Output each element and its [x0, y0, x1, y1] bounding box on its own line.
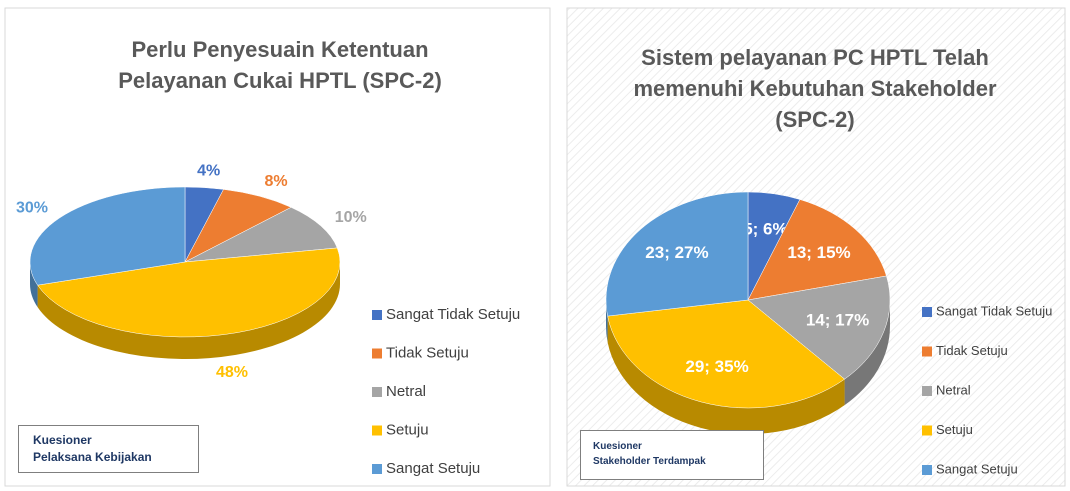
- slice: [747, 199, 887, 301]
- legend-label: Netral: [386, 383, 426, 400]
- legend-label: Tidak Setuju: [386, 344, 469, 361]
- data-label: 13; 15%: [787, 243, 850, 262]
- data-label: 8%: [265, 173, 288, 190]
- data-label: 5; 6%: [743, 219, 787, 238]
- data-label: 23; 27%: [645, 243, 708, 262]
- annotation: Kuesioner Stakeholder Terdampak: [580, 430, 764, 480]
- legend-swatch: [372, 387, 382, 397]
- legend-label: Netral: [936, 382, 971, 397]
- legend-swatch: [922, 307, 932, 317]
- slice-side: [844, 300, 890, 406]
- slice: [29, 186, 186, 286]
- slice: [37, 247, 341, 338]
- legend-swatch: [922, 465, 932, 475]
- chart-title: Sistem pelayanan PC HPTL Telah memenuhi …: [633, 45, 997, 132]
- legend-swatch: [372, 310, 382, 320]
- data-label: 10%: [335, 209, 367, 226]
- data-label: 14; 17%: [806, 310, 869, 329]
- legend-label: Sangat Tidak Setuju: [386, 306, 520, 323]
- data-label: 48%: [216, 364, 248, 381]
- slice-side: [606, 300, 608, 343]
- data-label: 30%: [16, 199, 48, 216]
- legend-swatch: [922, 346, 932, 357]
- legend-swatch: [922, 386, 932, 396]
- legend-label: Sangat Setuju: [936, 461, 1018, 476]
- legend-swatch: [372, 348, 382, 359]
- legend-label: Setuju: [936, 422, 973, 437]
- slice: [607, 299, 845, 409]
- slice: [605, 191, 749, 317]
- legend-label: Sangat Tidak Setuju: [936, 303, 1052, 318]
- slice-side: [30, 262, 38, 308]
- slice: [184, 207, 338, 263]
- slice-side: [607, 316, 845, 434]
- annotation: Kuesioner Pelaksana Kebijakan: [18, 425, 199, 473]
- data-label: 29; 35%: [685, 357, 748, 376]
- legend-swatch: [372, 425, 382, 436]
- legend-label: Sangat Setuju: [386, 460, 480, 477]
- legend-swatch: [372, 464, 382, 474]
- slice-side: [37, 262, 340, 360]
- slice: [747, 275, 891, 380]
- legend-label: Tidak Setuju: [936, 343, 1008, 358]
- data-label: 4%: [197, 162, 220, 179]
- chart-title: Perlu Penyesuain Ketentuan Pelayanan Cuk…: [118, 37, 442, 93]
- legend-swatch: [922, 425, 932, 436]
- legend-label: Setuju: [386, 421, 429, 438]
